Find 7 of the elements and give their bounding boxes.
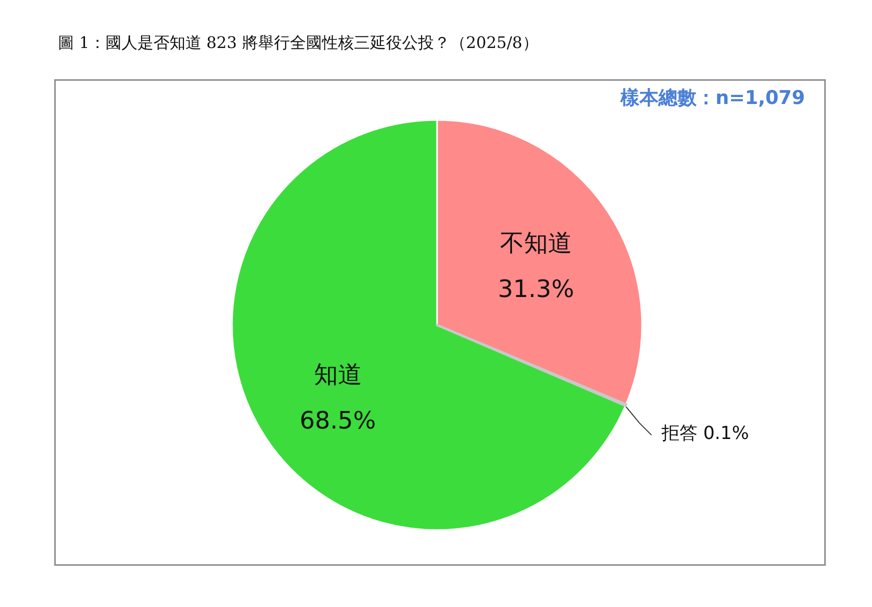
text: 樣本總數：n=1,079 <box>619 87 805 109</box>
data-label: 68.5% <box>300 406 376 434</box>
data-label: 31.3% <box>498 275 574 304</box>
chart-title: 圖 1：國人是否知道 823 將舉行全國性核三延役公投？（2025/8） <box>58 33 538 52</box>
slice-label: 不知道 <box>500 229 572 258</box>
slice-label: 拒答 0.1% <box>660 423 749 444</box>
slice-label: 知道 <box>314 360 362 388</box>
